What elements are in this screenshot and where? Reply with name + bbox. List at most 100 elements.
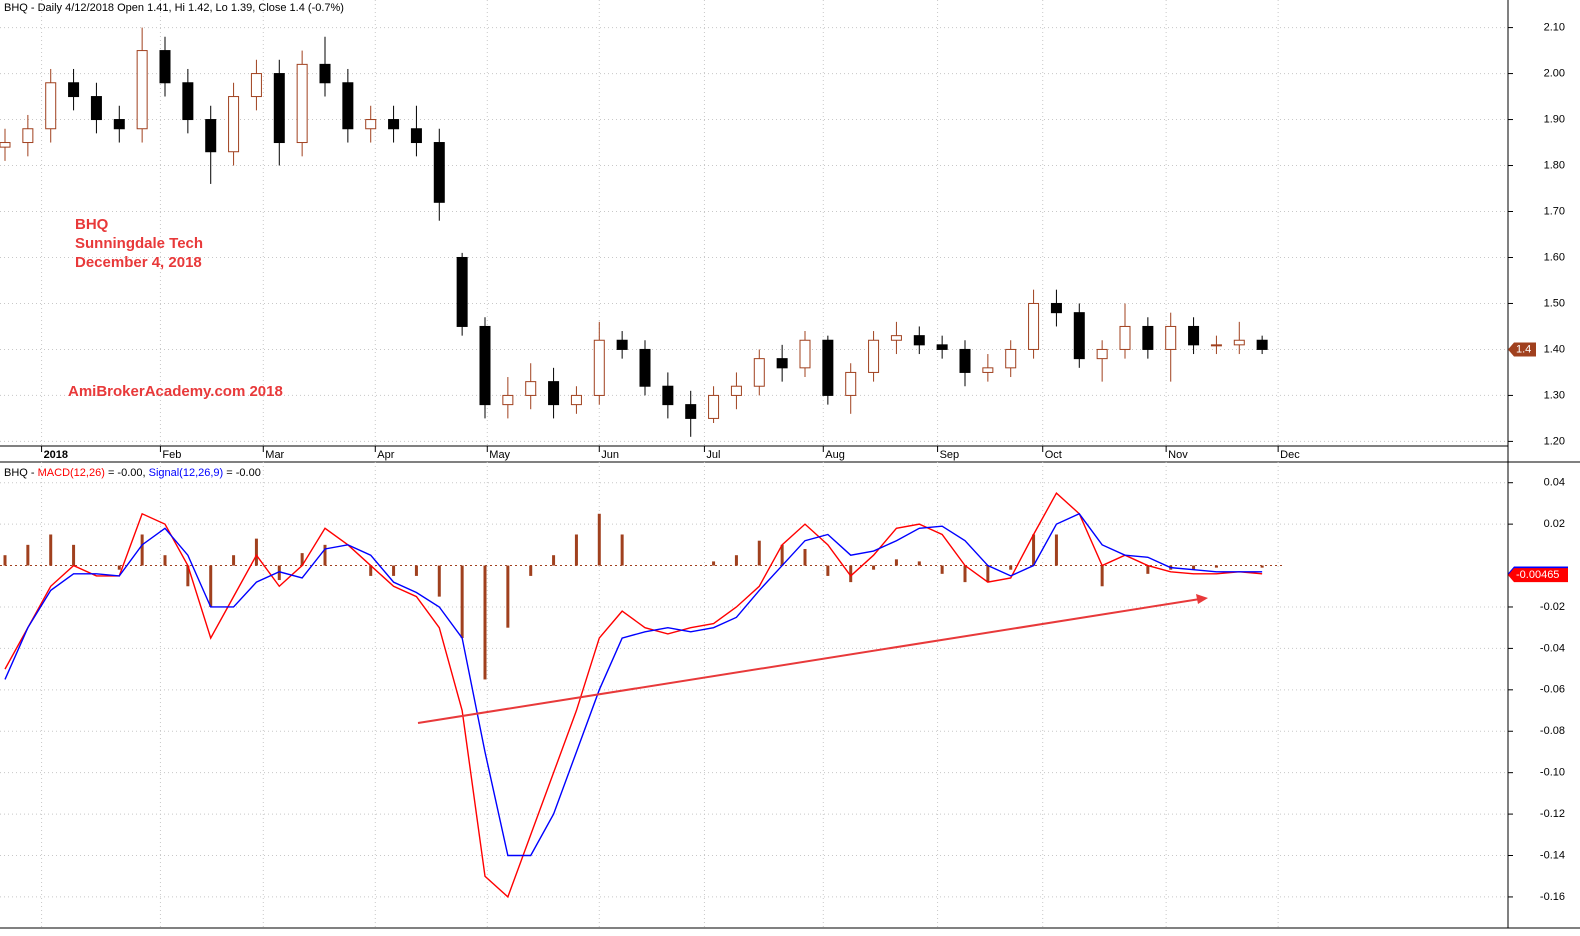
candle-body (1005, 348, 1017, 369)
histogram-bar (574, 534, 578, 566)
candle-body (1142, 325, 1154, 350)
candle-body (68, 82, 80, 98)
x-tick-label: Sep (940, 449, 960, 461)
candle-body (662, 385, 674, 406)
legend-readout: = -0.00, (108, 467, 146, 479)
histogram-bar (117, 565, 121, 570)
y-tick-label: 1.30 (1544, 389, 1565, 401)
last-value-marker (1508, 342, 1536, 357)
histogram-bar (917, 561, 921, 566)
candle-body (319, 63, 331, 84)
histogram-bar (277, 565, 281, 581)
histogram-bar (209, 565, 213, 607)
y-tick-label: 0.04 (1544, 477, 1565, 489)
y-tick-label: -0.12 (1540, 808, 1565, 820)
candle-body (753, 358, 765, 387)
histogram-bar (620, 534, 624, 566)
histogram-bar (963, 565, 967, 583)
y-tick-label: 1.40 (1544, 343, 1565, 355)
legend-readout: = -0.00 (226, 467, 261, 479)
legend-entry: Signal(12,26,9) (149, 467, 224, 479)
candle-body (913, 335, 925, 346)
candle-body (982, 367, 994, 373)
x-tick-label: Jun (601, 449, 619, 461)
candle-body (525, 381, 537, 396)
x-tick-label: Oct (1045, 449, 1062, 461)
histogram-bar (369, 565, 373, 576)
candle-body (685, 404, 697, 419)
histogram-bar (986, 565, 990, 583)
histogram-bar (1192, 565, 1196, 570)
histogram-bar (483, 565, 487, 680)
candle-body (159, 50, 171, 84)
histogram-bar (163, 555, 167, 566)
annotation: AmiBrokerAcademy.com 2018 (68, 383, 283, 400)
candle-body (1210, 344, 1222, 347)
histogram-bar (1260, 565, 1264, 568)
candle-body (45, 82, 57, 130)
candle-body (365, 119, 377, 130)
histogram-bar (894, 559, 898, 566)
candle-body (250, 73, 262, 98)
candle-body (113, 119, 125, 130)
y-tick-label: -0.02 (1540, 601, 1565, 613)
candle-body (1096, 348, 1108, 360)
candle-body (1028, 302, 1040, 350)
candle-body (1050, 302, 1062, 314)
candle-body (868, 339, 880, 373)
candle-body (479, 325, 491, 406)
candle-body (890, 335, 902, 341)
candle-body (548, 381, 560, 406)
candle-body (799, 339, 811, 369)
histogram-bar (552, 555, 556, 566)
candle-body (1073, 312, 1085, 360)
candle-body (388, 119, 400, 130)
histogram-bar (3, 555, 7, 566)
last-value-label: -0.00465 (1516, 569, 1559, 581)
histogram-bar (49, 534, 53, 566)
y-tick-label: 1.70 (1544, 205, 1565, 217)
legend-prefix: BHQ - (4, 467, 35, 479)
histogram-bar (940, 565, 944, 574)
y-tick-label: -0.08 (1540, 725, 1565, 737)
histogram-bar (232, 555, 236, 566)
candle-body (616, 339, 628, 350)
x-tick-label: 2018 (44, 449, 68, 461)
candle-body (205, 119, 217, 153)
y-tick-label: -0.04 (1540, 642, 1565, 654)
candle-body (502, 394, 514, 406)
annotation: December 4, 2018 (75, 254, 202, 271)
candle-body (639, 348, 651, 387)
histogram-bar (1100, 565, 1104, 587)
candle-body (342, 82, 354, 130)
candle-body (730, 385, 742, 396)
last-value-marker (1508, 568, 1568, 583)
histogram-bar (26, 544, 30, 566)
candle-body (1165, 325, 1177, 350)
y-tick-label: -0.14 (1540, 849, 1565, 861)
legend: BHQ - MACD(12,26) = -0.00, Signal(12,26,… (4, 467, 261, 479)
y-tick-label: 0.02 (1544, 518, 1565, 530)
histogram-bar (826, 565, 830, 576)
candle-body (845, 371, 857, 396)
histogram-bar (323, 544, 327, 566)
y-tick-label: 1.20 (1544, 435, 1565, 447)
histogram-bar (529, 565, 533, 576)
x-tick-label: Apr (377, 449, 394, 461)
x-tick-label: Dec (1280, 449, 1300, 461)
candle-body (456, 256, 468, 327)
legend-entry: MACD(12,26) (38, 467, 105, 479)
histogram-bar (506, 565, 510, 628)
candle-body (959, 348, 971, 373)
histogram-bar (849, 565, 853, 583)
candle-body (936, 344, 948, 350)
x-tick-label: Jul (706, 449, 720, 461)
y-tick-label: 2.10 (1544, 21, 1565, 33)
candle-body (1188, 325, 1200, 346)
histogram-bar (872, 565, 876, 570)
candle-body (228, 96, 240, 153)
candle-body (1256, 339, 1268, 350)
histogram-bar (1032, 534, 1036, 566)
candle-body (273, 73, 285, 144)
